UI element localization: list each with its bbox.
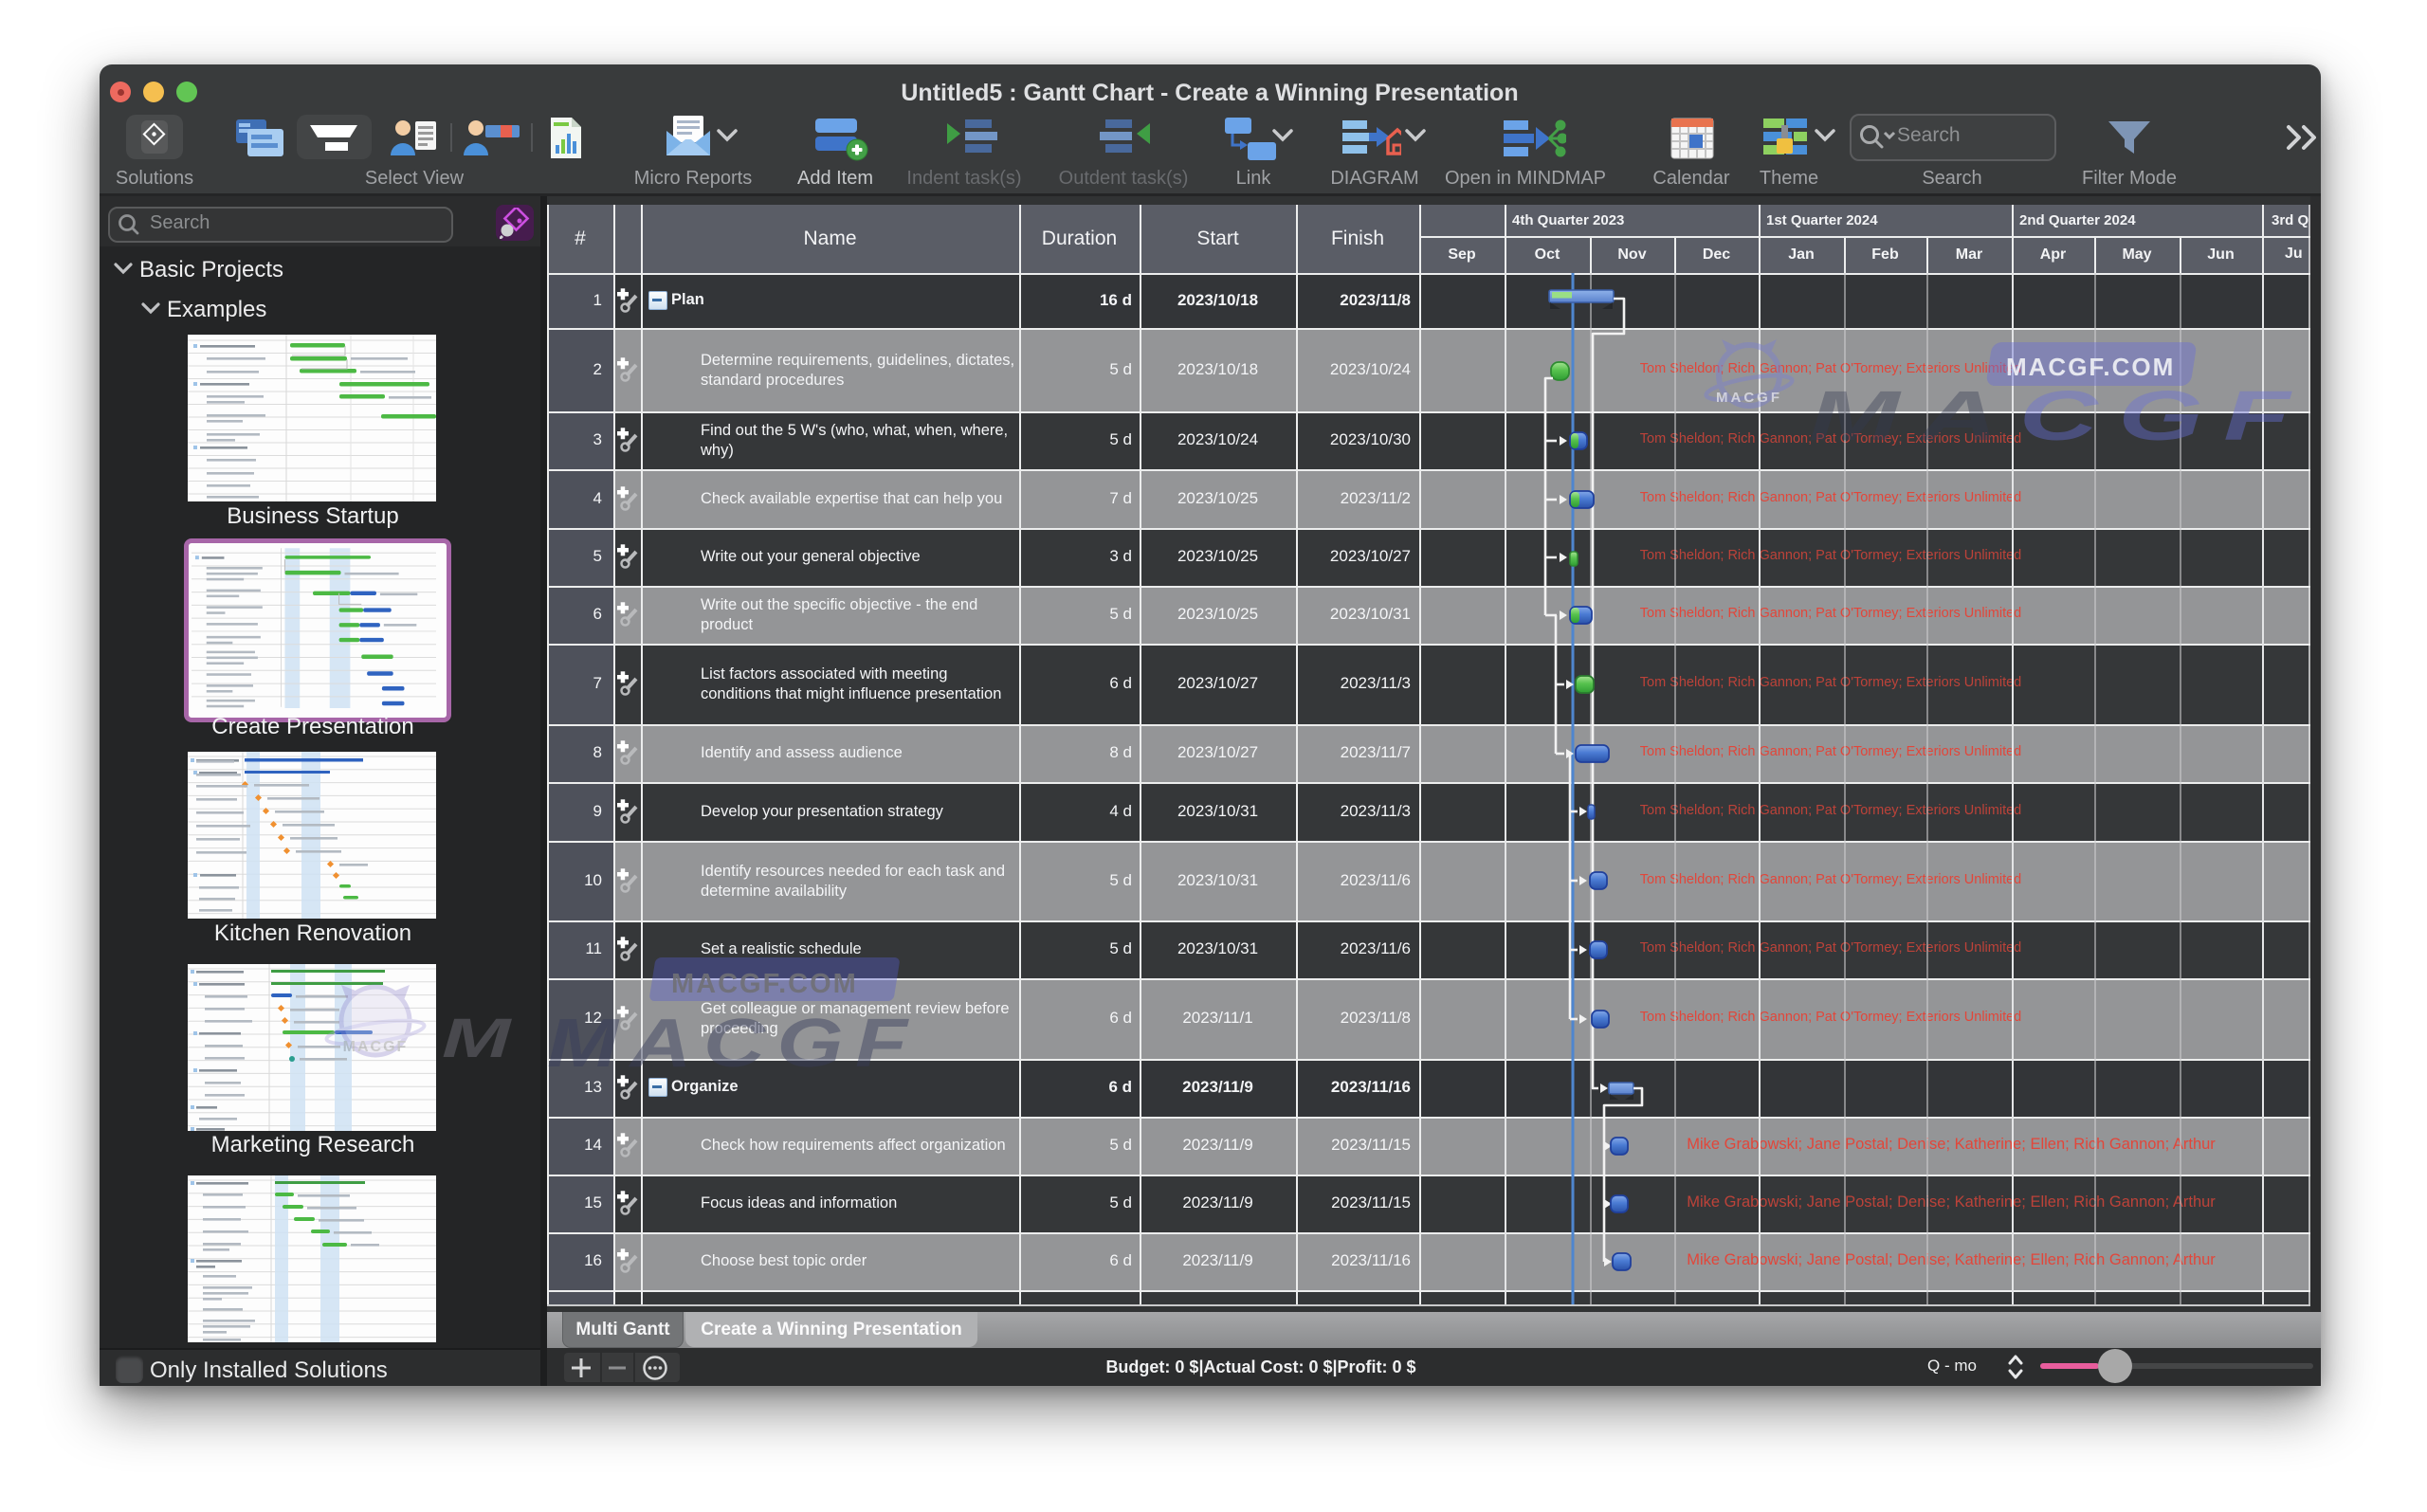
svg-text:MACGF: MACGF <box>1716 390 1782 406</box>
svg-text:MACGF: MACGF <box>343 1039 409 1055</box>
